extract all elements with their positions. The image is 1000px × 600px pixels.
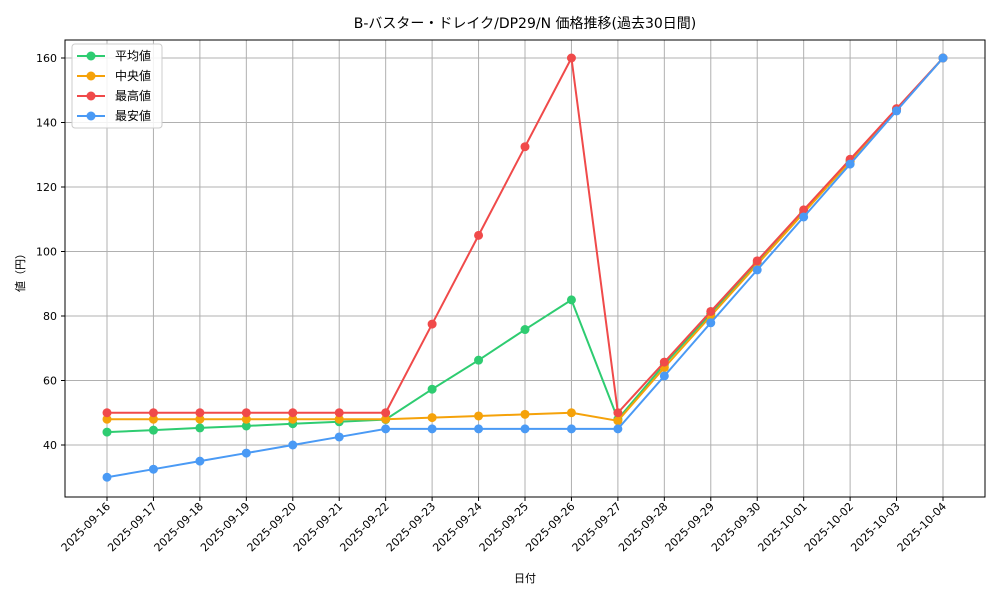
x-axis-label: 日付 [514,572,536,585]
data-point [381,424,391,434]
data-point [241,448,251,458]
data-point [892,106,902,116]
data-point [195,456,205,466]
y-tick-label: 60 [43,375,57,388]
data-point [706,318,716,328]
data-point [148,464,158,474]
data-point [520,424,530,434]
data-point [474,424,484,434]
y-tick-label: 140 [36,117,57,130]
data-point [102,408,112,418]
data-point [241,421,251,431]
data-point [566,408,576,418]
data-point [520,325,530,335]
legend-label: 平均値 [115,48,151,63]
data-point [102,472,112,482]
data-point [148,425,158,435]
data-point [288,408,298,418]
data-point [613,416,623,426]
data-point [799,212,809,222]
data-point [427,424,437,434]
y-tick-label: 160 [36,52,57,65]
data-point [566,295,576,305]
legend-marker-icon [86,51,96,61]
data-point [752,256,762,266]
series-最安値 [102,53,948,482]
data-point [566,53,576,63]
data-point [334,408,344,418]
data-point [427,319,437,329]
data-point [474,411,484,421]
legend-label: 中央値 [115,68,151,83]
data-point [520,409,530,419]
data-point [195,414,205,424]
legend-box [71,43,163,129]
data-point [288,440,298,450]
y-axis-label: 値（円） [14,248,27,292]
data-point [520,142,530,152]
data-point [102,414,112,424]
y-tick-label: 80 [43,310,57,323]
legend-marker-icon [86,91,96,101]
data-point [334,432,344,442]
data-point [148,408,158,418]
data-point [288,414,298,424]
data-point [427,413,437,423]
data-point [659,357,669,367]
data-point [566,424,576,434]
legend-label: 最高値 [115,88,151,103]
data-point [241,408,251,418]
data-point [381,414,391,424]
data-point [752,265,762,275]
data-point [613,408,623,418]
data-point [427,384,437,394]
legend-marker-icon [86,111,96,121]
series-lines [102,53,948,482]
chart-title: B-バスター・ドレイク/DP29/N 価格推移(過去30日間) [354,16,697,32]
x-tick-label: 2025-10-04 [895,500,949,554]
data-point [102,427,112,437]
legend-marker-icon [86,71,96,81]
data-point [334,414,344,424]
data-point [148,414,158,424]
y-tick-label: 40 [43,439,57,452]
data-point [845,159,855,169]
y-tick-label: 100 [36,246,57,259]
data-point [613,424,623,434]
data-point [381,408,391,418]
y-axis-ticks: 40 60 80 100 120 140 160 [36,52,65,452]
data-point [474,355,484,365]
data-point [195,408,205,418]
data-point [799,205,809,215]
data-point [706,306,716,316]
data-point [474,230,484,240]
legend-label: 最安値 [115,108,151,123]
data-point [659,371,669,381]
y-tick-label: 120 [36,181,57,194]
data-point [938,53,948,63]
data-point [241,414,251,424]
x-axis-ticks: 2025-09-162025-09-172025-09-182025-09-19… [59,497,949,554]
data-point [195,423,205,433]
